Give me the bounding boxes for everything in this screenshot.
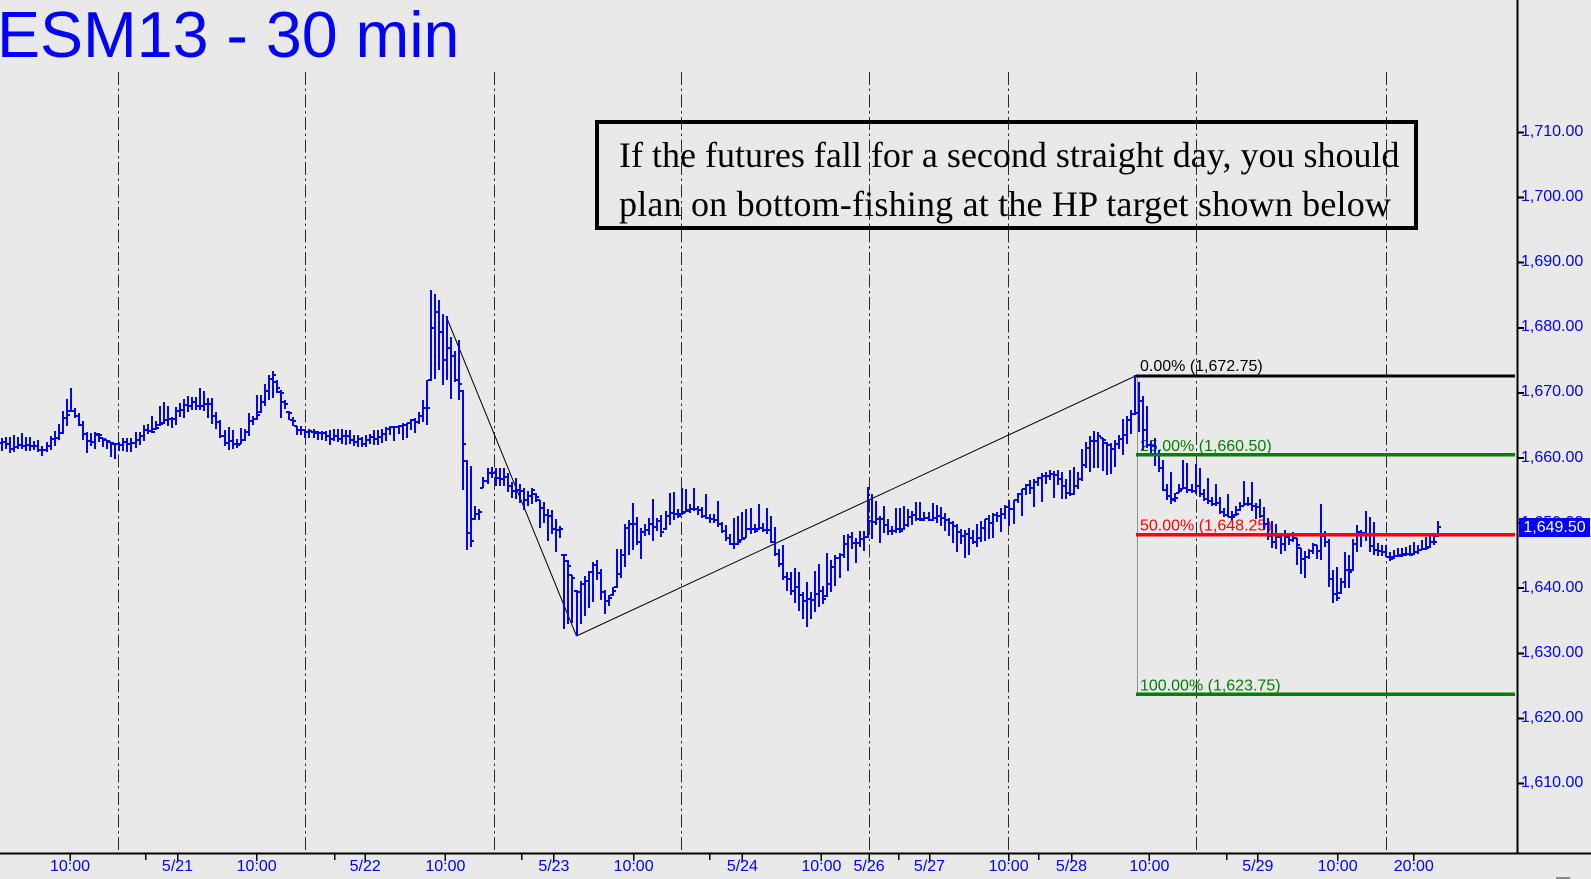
svg-text:100.00% (1,623.75): 100.00% (1,623.75) bbox=[1140, 678, 1281, 695]
svg-text:50.00% (1,648.25): 50.00% (1,648.25) bbox=[1140, 518, 1272, 535]
svg-text:0.00% (1,672.75): 0.00% (1,672.75) bbox=[1140, 358, 1263, 375]
svg-text:25.00% (1,660.50): 25.00% (1,660.50) bbox=[1140, 438, 1272, 455]
